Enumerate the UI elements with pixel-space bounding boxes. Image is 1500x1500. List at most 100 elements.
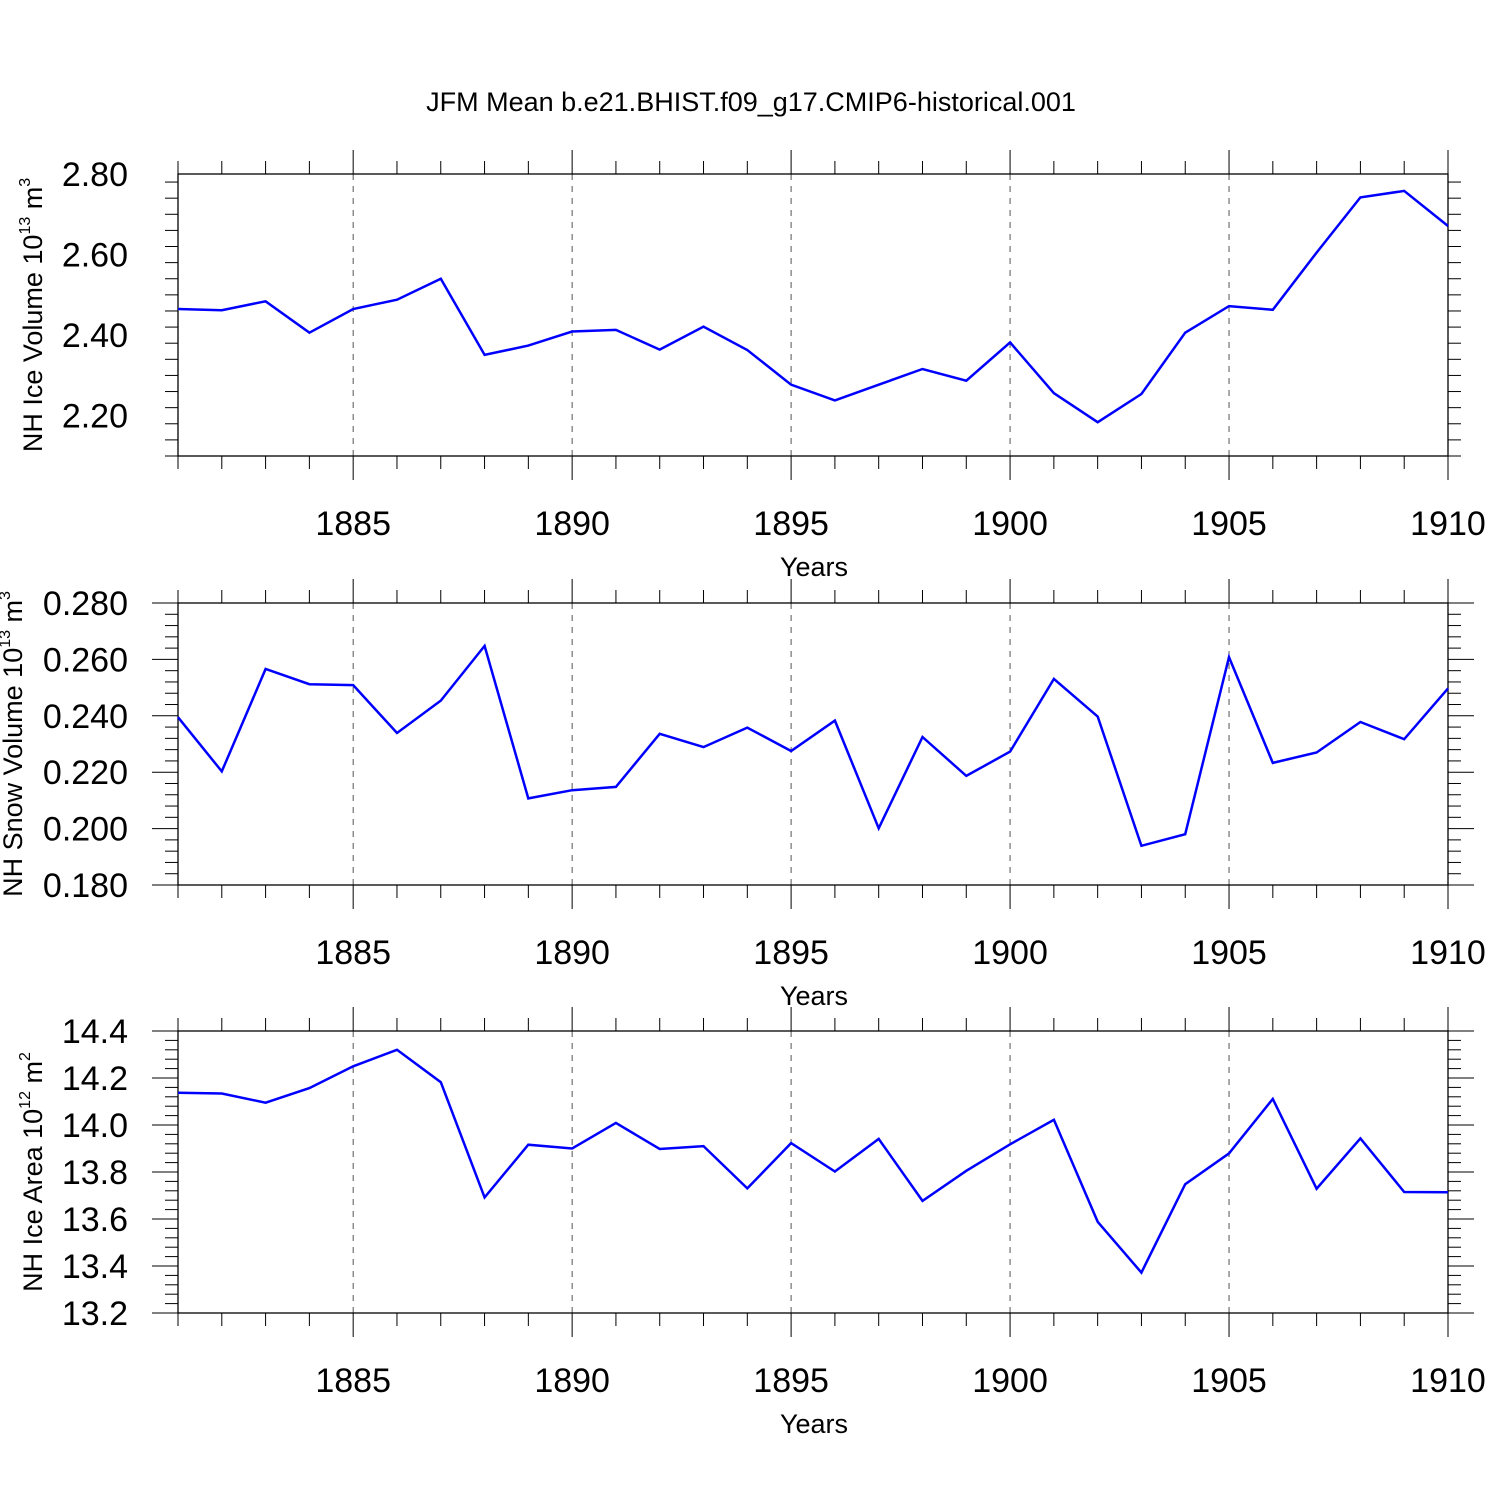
data-point bbox=[1403, 190, 1405, 192]
data-point bbox=[790, 1142, 792, 1144]
x-tick-label: 1885 bbox=[315, 1362, 391, 1400]
y-tick-label: 14.0 bbox=[62, 1107, 128, 1145]
plot-frame bbox=[177, 602, 1449, 886]
x-tick-label: 1905 bbox=[1191, 934, 1267, 972]
x-tick-label: 1900 bbox=[972, 505, 1048, 543]
data-point bbox=[483, 1196, 485, 1198]
data-point bbox=[834, 1170, 836, 1172]
data-point bbox=[352, 308, 354, 310]
y-tick-label: 0.180 bbox=[43, 867, 128, 905]
data-point bbox=[264, 1101, 266, 1103]
data-point bbox=[1447, 225, 1449, 227]
data-point bbox=[615, 786, 617, 788]
data-point bbox=[308, 332, 310, 334]
data-point bbox=[352, 684, 354, 686]
data-point bbox=[396, 1049, 398, 1051]
data-point bbox=[571, 789, 573, 791]
chart-panel-2: 0.180 0.200 0.220 0.240 0.260 0.280 1885 1890 18… bbox=[0, 579, 1486, 1011]
data-point bbox=[965, 775, 967, 777]
data-point bbox=[921, 736, 923, 738]
data-point bbox=[1403, 738, 1405, 740]
x-tick-label: 1895 bbox=[753, 934, 829, 972]
y-axis-label-superscript: 2 bbox=[17, 1052, 34, 1061]
data-point bbox=[1184, 833, 1186, 835]
data-point bbox=[221, 1092, 223, 1094]
data-point bbox=[1315, 1187, 1317, 1189]
data-point bbox=[1447, 687, 1449, 689]
y-tick-label: 13.6 bbox=[62, 1201, 128, 1239]
y-axis-label-superscript: 12 bbox=[17, 1091, 34, 1109]
y-axis-label: NH Ice Volume 1013 m3 bbox=[17, 178, 48, 452]
data-point bbox=[1053, 1119, 1055, 1121]
data-point bbox=[659, 733, 661, 735]
y-tick-label: 13.4 bbox=[62, 1248, 128, 1286]
data-point bbox=[877, 383, 879, 385]
data-point bbox=[440, 278, 442, 280]
data-point bbox=[1272, 1098, 1274, 1100]
data-point bbox=[1359, 721, 1361, 723]
data-point bbox=[527, 1144, 529, 1146]
y-axis-label-superscript: 3 bbox=[0, 591, 14, 600]
data-point bbox=[264, 668, 266, 670]
chart-panels: 2.20 2.40 2.60 2.80 1885 1890 1895 1900 1905 1910… bbox=[0, 150, 1486, 1439]
data-point bbox=[790, 383, 792, 385]
data-point bbox=[1053, 678, 1055, 680]
x-tick-label: 1905 bbox=[1191, 1362, 1267, 1400]
data-point bbox=[264, 300, 266, 302]
data-point bbox=[1140, 393, 1142, 395]
x-tick-label: 1905 bbox=[1191, 505, 1267, 543]
data-point bbox=[1096, 715, 1098, 717]
data-point bbox=[1403, 1191, 1405, 1193]
chart-panel-3: 13.2 13.4 13.6 13.8 14.0 14.2 14.4 1885 1890 1895… bbox=[17, 1007, 1486, 1439]
y-axis-label-part: NH Ice Volume 10 bbox=[18, 235, 48, 453]
data-point bbox=[221, 770, 223, 772]
data-point bbox=[177, 1092, 179, 1094]
y-axis-label-part: NH Ice Area 10 bbox=[18, 1109, 48, 1292]
data-point bbox=[659, 1148, 661, 1150]
data-point bbox=[352, 1065, 354, 1067]
data-point bbox=[1228, 1152, 1230, 1154]
y-axis-label-superscript: 3 bbox=[17, 178, 34, 187]
data-point bbox=[1053, 392, 1055, 394]
data-point bbox=[1272, 309, 1274, 311]
data-point bbox=[1447, 1191, 1449, 1193]
data-point bbox=[1315, 251, 1317, 253]
y-axis-label-part: m bbox=[18, 1061, 48, 1091]
data-point bbox=[440, 699, 442, 701]
data-point bbox=[746, 726, 748, 728]
data-point bbox=[1009, 1143, 1011, 1145]
data-point bbox=[834, 399, 836, 401]
data-point bbox=[790, 750, 792, 752]
data-point bbox=[1184, 332, 1186, 334]
data-point bbox=[221, 309, 223, 311]
data-point bbox=[1009, 750, 1011, 752]
y-tick-label: 14.2 bbox=[62, 1060, 128, 1098]
y-axis-label: NH Ice Area 1012 m2 bbox=[17, 1052, 48, 1292]
data-point bbox=[396, 732, 398, 734]
data-point bbox=[1359, 1137, 1361, 1139]
chart-title: JFM Mean b.e21.BHIST.f09_g17.CMIP6-histo… bbox=[426, 87, 1076, 117]
data-point bbox=[1228, 305, 1230, 307]
data-point bbox=[1096, 421, 1098, 423]
series-line bbox=[177, 189, 1449, 424]
x-tick-label: 1885 bbox=[315, 505, 391, 543]
y-tick-label: 0.200 bbox=[43, 811, 128, 849]
chart-panel-1: 2.20 2.40 2.60 2.80 1885 1890 1895 1900 1905 1910… bbox=[17, 150, 1486, 582]
y-tick-label: 2.80 bbox=[62, 156, 128, 194]
data-point bbox=[440, 1081, 442, 1083]
data-point bbox=[702, 325, 704, 327]
x-tick-label: 1900 bbox=[972, 1362, 1048, 1400]
data-point bbox=[921, 1200, 923, 1202]
y-axis-label: NH Snow Volume 1013 m3 bbox=[0, 591, 28, 897]
data-point bbox=[1272, 762, 1274, 764]
y-axis-label-part: NH Snow Volume 10 bbox=[0, 648, 28, 897]
data-point bbox=[1228, 656, 1230, 658]
x-axis-label: Years bbox=[780, 552, 848, 582]
x-tick-label: 1895 bbox=[753, 505, 829, 543]
data-point bbox=[1184, 1183, 1186, 1185]
data-point bbox=[527, 344, 529, 346]
data-point bbox=[308, 1087, 310, 1089]
x-tick-label: 1890 bbox=[534, 1362, 610, 1400]
y-axis-label-superscript: 13 bbox=[0, 630, 14, 648]
